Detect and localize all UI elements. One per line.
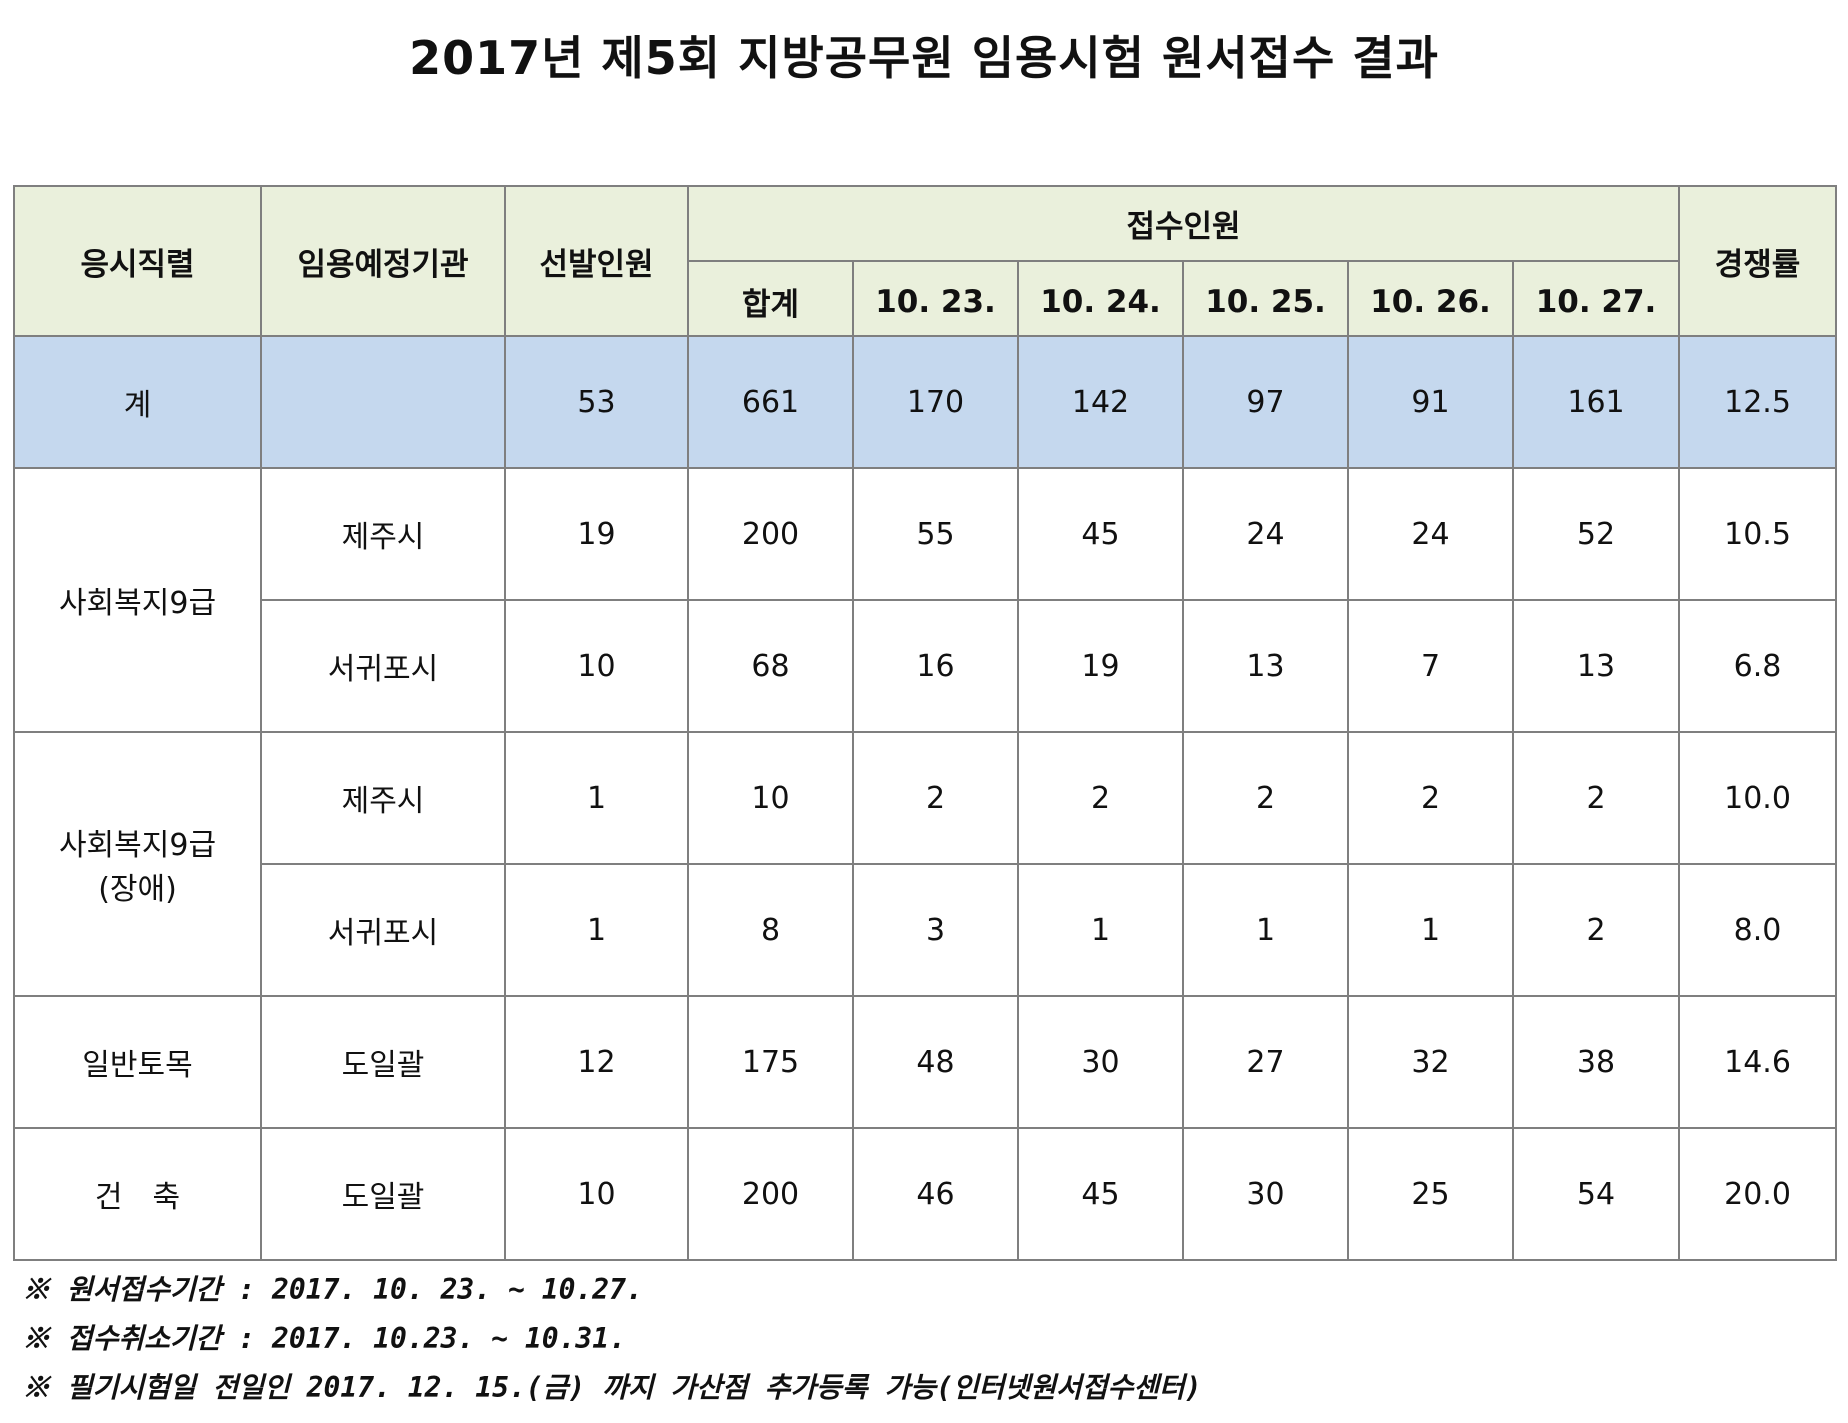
day-cell: 19 xyxy=(1017,599,1184,733)
job-cell: 사회복지9급 (장애) xyxy=(13,731,262,997)
page-title: 2017년 제5회 지방공무원 임용시험 원서접수 결과 xyxy=(409,31,1439,85)
ratio-cell: 10.5 xyxy=(1678,467,1838,601)
day-cell: 2 xyxy=(1511,731,1681,865)
day-cell: 2 xyxy=(1017,731,1184,865)
header-date: 10. 27. xyxy=(1511,260,1681,337)
day-cell: 13 xyxy=(1511,599,1681,733)
quota-cell: 1 xyxy=(504,863,689,997)
sum-cell: 68 xyxy=(687,599,854,733)
header-date: 10. 24. xyxy=(1017,260,1184,337)
sum-cell: 200 xyxy=(687,467,854,601)
note-application-period: ※ 원서접수기간 : 2017. 10. 23. ~ 10.27. xyxy=(22,1273,643,1306)
table-row: 건 축 도일괄 10 200 46 45 30 25 54 20.0 xyxy=(13,1127,1838,1261)
day-cell: 7 xyxy=(1347,599,1514,733)
day-cell: 27 xyxy=(1182,995,1349,1129)
header-agency: 임용예정기관 xyxy=(260,185,506,337)
sum-cell: 200 xyxy=(687,1127,854,1261)
sum-cell: 10 xyxy=(687,731,854,865)
day-cell: 16 xyxy=(852,599,1019,733)
header-date: 10. 23. xyxy=(852,260,1019,337)
table-row: 서귀포시 10 68 16 19 13 7 13 6.8 xyxy=(14,599,1838,733)
quota-cell: 10 xyxy=(504,599,689,733)
day-cell: 2 xyxy=(1182,731,1349,865)
quota-cell: 1 xyxy=(504,731,689,865)
day-cell: 38 xyxy=(1511,995,1681,1129)
job-cell: 사회복지9급 xyxy=(13,467,262,733)
agency-cell: 제주시 xyxy=(260,467,506,601)
total-ratio: 12.5 xyxy=(1678,335,1838,469)
day-cell: 55 xyxy=(852,467,1019,601)
note-bonus-registration: ※ 필기시험일 전일인 2017. 12. 15.(금) 까지 가산점 추가등록… xyxy=(22,1371,1202,1404)
agency-cell: 도일괄 xyxy=(260,995,506,1129)
results-table: 응시직렬 임용예정기관 선발인원 접수인원 경쟁률 합계 10. 23. 10.… xyxy=(13,185,1838,1261)
day-cell: 1 xyxy=(1347,863,1514,997)
total-sum: 661 xyxy=(687,335,854,469)
header-ratio: 경쟁률 xyxy=(1678,185,1838,337)
agency-cell: 도일괄 xyxy=(260,1127,506,1261)
day-cell: 32 xyxy=(1347,995,1514,1129)
day-cell: 45 xyxy=(1017,467,1184,601)
day-cell: 30 xyxy=(1182,1127,1349,1261)
header-sum: 합계 xyxy=(687,260,854,337)
day-cell: 2 xyxy=(852,731,1019,865)
quota-cell: 19 xyxy=(504,467,689,601)
ratio-cell: 6.8 xyxy=(1678,599,1838,733)
agency-cell: 서귀포시 xyxy=(260,863,506,997)
day-cell: 25 xyxy=(1347,1127,1514,1261)
day-cell: 46 xyxy=(852,1127,1019,1261)
table-row: 일반토목 도일괄 12 175 48 30 27 32 38 14.6 xyxy=(13,995,1838,1129)
day-cell: 48 xyxy=(852,995,1019,1129)
job-cell: 일반토목 xyxy=(13,995,262,1129)
header-row: 응시직렬 임용예정기관 선발인원 접수인원 경쟁률 xyxy=(13,185,1838,337)
day-cell: 24 xyxy=(1182,467,1349,601)
day-cell: 13 xyxy=(1182,599,1349,733)
total-agency xyxy=(260,335,506,469)
total-row: 계 53 661 170 142 97 91 161 12.5 xyxy=(13,335,1838,469)
day-cell: 1 xyxy=(1017,863,1184,997)
day-cell: 2 xyxy=(1347,731,1514,865)
header-quota: 선발인원 xyxy=(504,185,689,337)
quota-cell: 10 xyxy=(504,1127,689,1261)
ratio-cell: 10.0 xyxy=(1678,731,1838,865)
day-cell: 1 xyxy=(1182,863,1349,997)
header-date: 10. 25. xyxy=(1182,260,1349,337)
sum-cell: 8 xyxy=(687,863,854,997)
total-day: 91 xyxy=(1347,335,1514,469)
day-cell: 54 xyxy=(1511,1127,1681,1261)
day-cell: 30 xyxy=(1017,995,1184,1129)
day-cell: 45 xyxy=(1017,1127,1184,1261)
day-cell: 2 xyxy=(1511,863,1681,997)
total-day: 97 xyxy=(1182,335,1349,469)
footnotes: ※ 원서접수기간 : 2017. 10. 23. ~ 10.27. ※ 접수취소… xyxy=(22,1265,1822,1412)
ratio-cell: 20.0 xyxy=(1678,1127,1838,1261)
job-cell: 건 축 xyxy=(13,1127,262,1261)
total-day: 142 xyxy=(1017,335,1184,469)
ratio-cell: 8.0 xyxy=(1678,863,1838,997)
total-quota: 53 xyxy=(504,335,689,469)
table-row: 사회복지9급 (장애) 제주시 1 10 2 2 2 2 2 10.0 xyxy=(13,731,1838,997)
subheader-row: 합계 10. 23. 10. 24. 10. 25. 10. 26. 10. 2… xyxy=(14,260,1836,337)
quota-cell: 12 xyxy=(504,995,689,1129)
note-cancel-period: ※ 접수취소기간 : 2017. 10.23. ~ 10.31. xyxy=(22,1322,626,1355)
ratio-cell: 14.6 xyxy=(1678,995,1838,1129)
total-label: 계 xyxy=(13,335,262,469)
day-cell: 24 xyxy=(1347,467,1514,601)
sum-cell: 175 xyxy=(687,995,854,1129)
total-day: 170 xyxy=(852,335,1019,469)
job-subname: (장애) xyxy=(98,872,177,907)
agency-cell: 서귀포시 xyxy=(260,599,506,733)
header-date: 10. 26. xyxy=(1347,260,1514,337)
agency-cell: 제주시 xyxy=(260,731,506,865)
header-job: 응시직렬 xyxy=(13,185,262,337)
day-cell: 3 xyxy=(852,863,1019,997)
total-day: 161 xyxy=(1511,335,1681,469)
day-cell: 52 xyxy=(1511,467,1681,601)
table-row: 서귀포시 1 8 3 1 1 1 2 8.0 xyxy=(14,863,1838,997)
job-name: 사회복지9급 xyxy=(58,828,217,863)
header-applicants: 접수인원 xyxy=(686,185,1681,262)
table-row: 사회복지9급 제주시 19 200 55 45 24 24 52 10.5 xyxy=(13,467,1838,733)
